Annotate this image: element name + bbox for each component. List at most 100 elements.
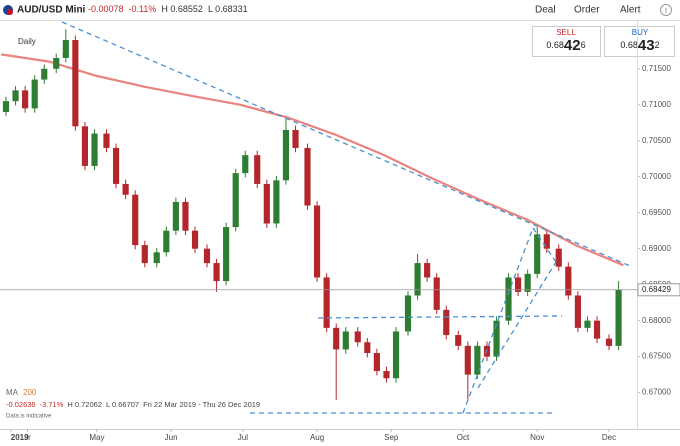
candle-body: [141, 245, 148, 264]
x-tick-label: Jun: [165, 433, 178, 442]
price-main: 0.68: [546, 40, 564, 50]
price-main: 0.68: [620, 40, 638, 50]
candle-body: [524, 273, 531, 292]
y-tick-label: 0.69000: [642, 244, 671, 253]
range-stats: -0.02636 -3.71% H 0.72062 L 0.66707 Fri 22 M…: [6, 400, 260, 409]
candle-body: [273, 180, 280, 224]
candle-body: [333, 327, 340, 350]
interval-label: Daily: [18, 37, 36, 46]
candle-body: [304, 147, 311, 206]
candle-body: [505, 277, 512, 321]
moving-average: [1, 53, 624, 267]
buy-label: BUY: [632, 28, 649, 37]
candle-body: [555, 248, 562, 267]
x-tick-label: Aug: [310, 433, 324, 442]
candle-body: [574, 295, 581, 328]
candle-body: [593, 320, 601, 339]
x-tick-label: Dec: [602, 433, 616, 442]
candle-body: [263, 183, 270, 224]
candle-body: [2, 101, 10, 112]
candle-body: [223, 227, 230, 282]
sell-box[interactable]: [532, 26, 601, 57]
range-low: L 0.66707: [106, 400, 139, 409]
y-tick-label: 0.71500: [642, 64, 671, 73]
candle-body: [534, 234, 541, 274]
candle-body: [514, 277, 522, 292]
y-tick-label: 0.70000: [642, 172, 671, 181]
candle-body: [364, 342, 371, 354]
trendline: [532, 227, 557, 263]
range-high: H 0.72062: [67, 400, 102, 409]
price-small: 2: [655, 40, 660, 50]
price-big: 43: [638, 37, 655, 54]
settings-icon[interactable]: [660, 4, 672, 16]
flag-icon-inner: [7, 9, 13, 15]
price-small: 6: [581, 40, 586, 50]
x-tick-label: May: [89, 433, 104, 442]
candle-body: [414, 263, 421, 296]
candle-body: [342, 331, 349, 350]
candle-body: [615, 289, 622, 346]
candle-body: [474, 345, 481, 375]
x-tick-label: Jr: [24, 433, 31, 442]
candle-body: [543, 234, 550, 249]
trendline: [61, 21, 631, 267]
candle-body: [584, 320, 591, 328]
candle-body: [443, 309, 450, 336]
candle-body: [41, 68, 48, 80]
candle-body: [282, 129, 290, 181]
candle-body: [22, 90, 29, 109]
candle-body: [605, 338, 613, 346]
x-tick-label: Oct: [457, 433, 470, 442]
x-tick-label: Sep: [384, 433, 399, 442]
candle-body: [81, 126, 89, 166]
change: -0.00078: [88, 4, 124, 14]
candle-body: [72, 39, 79, 127]
overlay-name: MA: [6, 388, 19, 397]
range-change-pct: -3.71%: [40, 400, 64, 409]
candle-body: [565, 266, 572, 296]
candle-body: [373, 353, 380, 372]
candle-body: [203, 248, 211, 264]
candle-body: [392, 331, 400, 379]
y-tick-label: 0.68000: [642, 316, 671, 325]
candle-body: [31, 79, 38, 109]
buy-box[interactable]: [604, 26, 675, 57]
range-dates: Fri 22 Mar 2019 - Thu 26 Dec 2019: [143, 400, 260, 409]
candle-body: [62, 39, 69, 58]
candle-body: [112, 147, 120, 184]
menu-alert[interactable]: Alert: [620, 5, 641, 16]
range-change: -0.02636: [6, 400, 36, 409]
price-big: 42: [564, 37, 581, 54]
data-note: Data is indicative: [6, 414, 52, 420]
menu-order[interactable]: Order: [574, 5, 600, 16]
overlay-legend: MA 200: [6, 388, 37, 397]
x-tick-label: Nov: [530, 433, 544, 442]
change-pct: -0.11%: [129, 4, 157, 14]
header-stats: -0.00078 -0.11% H 0.68552 L 0.68331: [88, 4, 248, 14]
y-tick-label: 0.70500: [642, 136, 671, 145]
candle-body: [383, 371, 390, 379]
menu-deal[interactable]: Deal: [535, 5, 556, 16]
trendline: [317, 315, 563, 319]
candle-body: [172, 201, 179, 231]
candle-body: [424, 263, 431, 278]
trendlines: [61, 21, 631, 414]
candle-body: [182, 201, 189, 231]
candle-body: [163, 230, 170, 253]
y-tick-label: 0.67500: [642, 352, 671, 361]
candle-body: [433, 277, 440, 310]
trendline: [462, 227, 534, 414]
sell-label: SELL: [556, 28, 576, 37]
instrument-title: AUD/USD Mini: [17, 5, 86, 16]
candle-body: [232, 173, 239, 228]
x-tick-label: 2019: [11, 433, 29, 442]
candle-body: [122, 183, 129, 195]
candle-body: [254, 155, 261, 184]
last-price-label: 0.68429: [642, 285, 671, 294]
candle-body: [91, 133, 98, 166]
candle-body: [292, 129, 299, 148]
